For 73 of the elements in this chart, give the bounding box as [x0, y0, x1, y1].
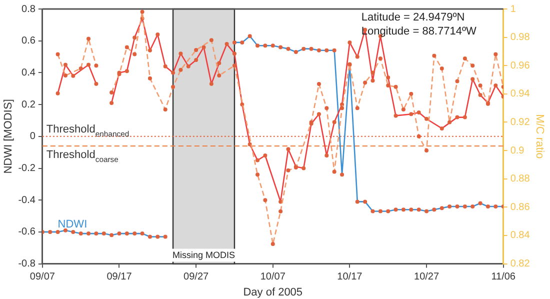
x-tick-label: 11/06 — [491, 272, 516, 283]
y-tick-label: -0.8 — [18, 258, 36, 270]
y-tick-label: 0.6 — [22, 36, 36, 47]
point — [194, 58, 198, 62]
point — [302, 166, 306, 170]
point — [178, 52, 183, 56]
y2-tick-label: 0.96 — [510, 60, 530, 72]
y-tick-label: 0 — [30, 131, 36, 142]
point — [224, 42, 229, 46]
point — [71, 74, 76, 78]
point — [163, 64, 168, 68]
y-tick-label: 0.8 — [22, 4, 36, 15]
y2-tick-label: 0.9 — [510, 145, 525, 156]
point — [94, 82, 98, 86]
point — [462, 115, 467, 120]
point — [370, 78, 375, 83]
y-tick-label: 0.2 — [22, 99, 36, 110]
point — [86, 62, 91, 67]
point — [324, 154, 329, 158]
y-tick-label: -0.6 — [18, 226, 36, 238]
y-tick-label: -0.2 — [18, 163, 36, 174]
point — [110, 100, 114, 105]
y2-axis-title: M/C ratio — [533, 114, 546, 159]
y2-tick-label: 0.98 — [510, 32, 530, 44]
point — [217, 61, 222, 66]
point — [440, 126, 444, 130]
y2-tick-label: 0.88 — [510, 174, 530, 185]
point — [355, 54, 360, 59]
x-tick-label: 10/17 — [337, 272, 363, 283]
y-tick-label: -0.4 — [18, 194, 36, 206]
y2-tick-label: 0.94 — [510, 88, 530, 100]
y2-tick-label: 0.82 — [510, 258, 530, 270]
point — [202, 45, 206, 50]
point — [316, 112, 321, 116]
y2-tick-label: 0.92 — [510, 116, 530, 128]
point — [186, 64, 190, 68]
y2-tick-label: 0.84 — [510, 230, 530, 242]
annotation: Latitude = 24.9479ºN — [361, 12, 465, 24]
point — [256, 158, 260, 162]
point — [209, 82, 214, 86]
point — [124, 69, 129, 74]
x-tick-label: 09/07 — [30, 272, 56, 283]
point — [394, 114, 398, 118]
series-label: NDWI — [58, 218, 88, 230]
point — [348, 40, 352, 44]
point — [386, 75, 390, 80]
point — [156, 32, 160, 36]
y-axis-title: NDWI [MODIS] — [2, 99, 15, 174]
point — [63, 62, 68, 67]
point — [263, 154, 268, 158]
point — [332, 120, 336, 124]
x-tick-label: 09/17 — [106, 272, 132, 283]
band-label: Missing MODIS — [172, 250, 236, 260]
point — [424, 116, 429, 121]
x-tick-label: 10/07 — [260, 272, 286, 283]
point — [232, 52, 236, 56]
point — [455, 115, 460, 120]
point — [56, 91, 60, 96]
point — [409, 112, 414, 116]
x-axis-title: Day of 2005 — [243, 286, 303, 298]
point — [470, 77, 475, 82]
point — [171, 70, 176, 75]
y2-tick-label: 1 — [510, 4, 516, 15]
point — [494, 83, 498, 88]
point — [416, 110, 421, 115]
x-tick-label: 10/27 — [414, 272, 440, 283]
point — [478, 92, 482, 97]
x-tick-label: 09/27 — [184, 272, 210, 283]
point — [132, 36, 137, 40]
point — [286, 147, 290, 152]
point — [148, 48, 152, 52]
y2-tick-label: 0.86 — [510, 202, 530, 213]
y-tick-label: 0.4 — [22, 67, 36, 78]
